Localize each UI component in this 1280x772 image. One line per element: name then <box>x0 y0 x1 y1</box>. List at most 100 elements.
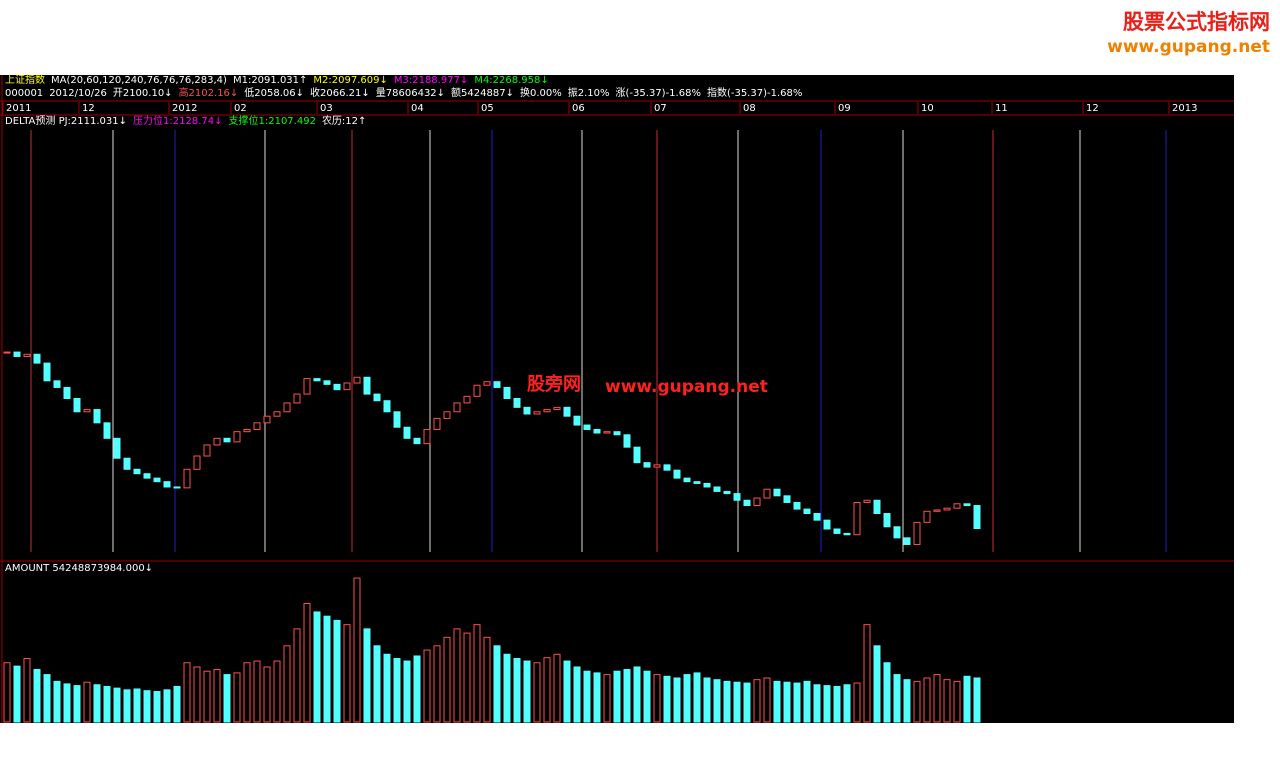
volume-bar <box>643 670 651 723</box>
volume-bar <box>433 645 441 723</box>
volume-bar <box>353 577 361 723</box>
candle <box>703 482 711 488</box>
volume-bar <box>713 679 721 723</box>
volume-bar <box>723 680 731 723</box>
volume-bar <box>533 662 541 723</box>
volume-bar <box>793 682 801 723</box>
volume-bar <box>673 677 681 723</box>
candle <box>723 490 731 495</box>
volume-bar <box>193 666 201 723</box>
candle <box>173 486 181 489</box>
candle <box>683 477 691 483</box>
info-item: M4:2268.958↓ <box>474 75 549 86</box>
month-label: 08 <box>743 103 756 114</box>
candle <box>583 424 591 430</box>
candle <box>753 497 761 507</box>
candle <box>593 428 601 434</box>
candle <box>283 402 291 413</box>
volume-bar <box>933 674 941 723</box>
watermark-title: 股票公式指标网 <box>1123 10 1270 34</box>
volume-bar <box>383 653 391 723</box>
month-label: 11 <box>995 103 1008 114</box>
volume-bar <box>113 687 121 723</box>
candle <box>643 462 651 468</box>
volume-bar <box>313 611 321 723</box>
volume-bar <box>373 645 381 723</box>
info-item: 振2.10% <box>567 88 610 99</box>
candle <box>23 353 31 357</box>
volume-bar <box>573 666 581 723</box>
month-label: 2012 <box>172 103 197 114</box>
candle <box>803 508 811 515</box>
candle <box>613 431 621 436</box>
candle <box>933 509 941 512</box>
candle <box>353 376 361 384</box>
volume-bar <box>3 662 11 723</box>
volume-bar <box>183 662 191 723</box>
candle <box>663 464 671 471</box>
volume-bar <box>633 666 641 723</box>
candle <box>763 488 771 499</box>
volume-bar <box>203 670 211 723</box>
volume-bar <box>53 680 61 723</box>
volume-bar <box>973 677 981 723</box>
volume-bar <box>233 672 241 723</box>
volume-bar <box>403 660 411 723</box>
watermark-center: 股旁网 <box>527 374 581 395</box>
candle <box>473 384 481 397</box>
candle <box>843 532 851 536</box>
volume-bar <box>323 615 331 723</box>
info-item: 低2058.06↓ <box>244 88 305 99</box>
candle <box>203 444 211 457</box>
info-item: 2012/10/26 <box>49 88 107 99</box>
volume-bar <box>543 657 551 723</box>
candle <box>403 426 411 439</box>
volume-bar <box>23 658 31 723</box>
candle <box>623 434 631 448</box>
candle <box>693 481 701 484</box>
candle <box>563 406 571 417</box>
volume-bar <box>703 677 711 723</box>
volume-bar <box>293 628 301 723</box>
volume-bar <box>913 680 921 723</box>
info-item: 支撑位1:2107.492 <box>228 116 316 127</box>
candle <box>363 376 371 395</box>
watermark-url: www.gupang.net <box>1107 37 1270 57</box>
candle <box>413 437 421 445</box>
volume-label: AMOUNT 54248873984.000↓ <box>5 563 154 574</box>
candle <box>863 499 871 503</box>
volume-bar <box>783 681 791 723</box>
candle <box>323 380 331 385</box>
candle <box>73 398 81 413</box>
volume-bar <box>223 674 231 723</box>
volume-bar <box>413 655 421 723</box>
volume-bar <box>133 688 141 723</box>
volume-bar <box>603 674 611 723</box>
month-label: 12 <box>1086 103 1099 114</box>
candle <box>943 507 951 511</box>
volume-bar <box>153 691 161 723</box>
volume-bar <box>953 680 961 723</box>
volume-bar <box>943 679 951 723</box>
month-label: 05 <box>481 103 494 114</box>
volume-bar <box>763 677 771 723</box>
volume-bar <box>143 690 151 723</box>
info-item: 压力位1:2128.74↓ <box>133 116 223 127</box>
volume-bar <box>473 624 481 723</box>
volume-bar <box>213 669 221 723</box>
volume-bar <box>163 689 171 723</box>
volume-bar <box>553 653 561 723</box>
candle <box>13 351 21 357</box>
candle <box>573 415 581 426</box>
volume-bar <box>893 674 901 723</box>
volume-bar <box>623 669 631 723</box>
candle <box>523 406 531 415</box>
info-item: 上证指数 <box>5 75 45 86</box>
volume-bar <box>43 674 51 723</box>
candle <box>233 431 241 443</box>
info-row: 000001 2012/10/26 开2100.10↓ 高2102.16↓ 低2058.… <box>5 88 802 100</box>
candle <box>743 499 751 507</box>
candle <box>333 383 341 391</box>
watermark-center-url: www.gupang.net <box>605 377 768 397</box>
month-label: 12 <box>82 103 95 114</box>
